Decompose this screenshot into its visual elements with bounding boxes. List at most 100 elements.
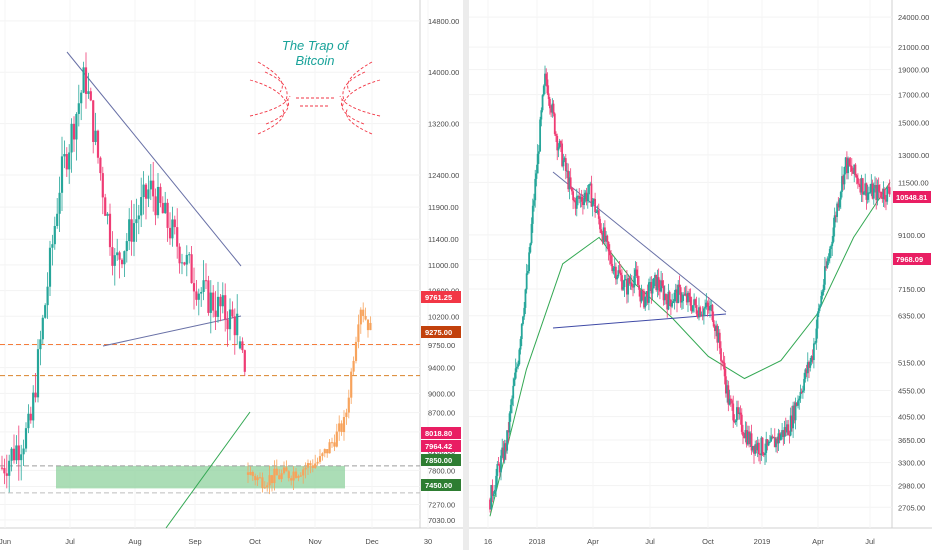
candle bbox=[224, 283, 227, 332]
descending-trendline bbox=[66, 51, 242, 267]
candle bbox=[12, 434, 16, 464]
candle bbox=[627, 274, 630, 303]
candle bbox=[104, 193, 107, 216]
candle bbox=[739, 405, 742, 425]
candle bbox=[815, 319, 818, 350]
x-tick-label: Aug bbox=[128, 537, 141, 546]
candle bbox=[742, 424, 744, 445]
candle bbox=[492, 491, 495, 501]
candle bbox=[32, 385, 35, 428]
candle bbox=[816, 311, 819, 339]
price-badge: 10548.81 bbox=[893, 191, 931, 203]
candle bbox=[638, 275, 641, 297]
candle bbox=[831, 235, 834, 256]
candle bbox=[718, 329, 721, 355]
candle bbox=[328, 439, 331, 454]
candle bbox=[678, 275, 681, 295]
candle bbox=[321, 452, 324, 461]
candle bbox=[84, 52, 88, 109]
candle bbox=[164, 191, 167, 214]
right-panel: 24000.00 21000.00 19000.00 17000.00 15000.00… bbox=[469, 0, 932, 550]
candle bbox=[827, 253, 830, 266]
panel-divider[interactable] bbox=[463, 0, 469, 550]
candle bbox=[347, 389, 350, 419]
candle bbox=[740, 408, 743, 435]
candle bbox=[546, 72, 549, 96]
x-tick-label: Jun bbox=[0, 537, 11, 546]
candle bbox=[540, 107, 543, 127]
y-tick-label: 2705.00 bbox=[898, 503, 925, 512]
candle bbox=[506, 430, 509, 454]
candle bbox=[595, 209, 598, 214]
x-tick-label: Jul bbox=[865, 537, 875, 546]
candle bbox=[563, 156, 566, 163]
candle bbox=[591, 197, 594, 217]
candle bbox=[618, 260, 621, 274]
candle bbox=[600, 223, 603, 235]
candle bbox=[46, 272, 49, 319]
candle bbox=[116, 238, 119, 261]
candle bbox=[231, 301, 234, 319]
candle bbox=[696, 310, 699, 319]
candle bbox=[613, 257, 616, 278]
candle bbox=[667, 283, 670, 311]
candle bbox=[137, 204, 140, 235]
candle bbox=[717, 326, 720, 343]
x-tick-label: Sep bbox=[188, 537, 201, 546]
candle bbox=[823, 256, 826, 290]
candle bbox=[77, 84, 80, 127]
candle bbox=[768, 435, 771, 444]
candle bbox=[848, 157, 851, 167]
candle bbox=[364, 307, 367, 321]
candle bbox=[513, 372, 516, 387]
candle bbox=[92, 99, 95, 154]
candle bbox=[876, 179, 879, 206]
right-grid bbox=[469, 0, 892, 528]
candle bbox=[130, 200, 133, 256]
candle bbox=[622, 280, 625, 291]
candle bbox=[309, 460, 312, 474]
candle bbox=[870, 174, 873, 197]
candle bbox=[842, 174, 845, 191]
candle bbox=[528, 247, 531, 274]
price-badge: 8018.80 bbox=[421, 427, 461, 439]
y-tick-label: 5150.00 bbox=[898, 359, 925, 368]
candle bbox=[764, 443, 766, 466]
candle bbox=[323, 448, 326, 458]
candle bbox=[643, 288, 645, 309]
candle bbox=[511, 395, 513, 414]
candle bbox=[304, 462, 307, 479]
candle bbox=[671, 293, 674, 309]
candle bbox=[805, 364, 808, 378]
left-grid bbox=[0, 0, 429, 528]
y-tick-label: 15000.00 bbox=[898, 119, 929, 128]
candle bbox=[149, 164, 152, 201]
candle bbox=[689, 288, 692, 311]
candle bbox=[839, 190, 842, 210]
candle bbox=[731, 398, 733, 411]
candle bbox=[574, 197, 577, 216]
candle bbox=[537, 145, 540, 164]
candle bbox=[759, 453, 762, 465]
candle bbox=[751, 445, 754, 453]
candle bbox=[887, 183, 890, 194]
candle bbox=[687, 290, 689, 312]
candle bbox=[845, 151, 848, 180]
candle bbox=[60, 136, 64, 212]
candle bbox=[814, 341, 817, 345]
candle bbox=[888, 179, 891, 197]
candle bbox=[875, 177, 878, 210]
candle bbox=[366, 319, 370, 338]
candle bbox=[280, 469, 283, 483]
candle bbox=[757, 439, 760, 462]
candle bbox=[673, 290, 676, 310]
candle bbox=[832, 217, 835, 244]
candle bbox=[70, 118, 73, 173]
candle bbox=[197, 288, 200, 316]
candle bbox=[290, 475, 293, 486]
candle bbox=[886, 186, 889, 205]
candle bbox=[789, 407, 792, 437]
y-tick-label: 7030.00 bbox=[428, 516, 455, 525]
candle bbox=[514, 358, 517, 380]
